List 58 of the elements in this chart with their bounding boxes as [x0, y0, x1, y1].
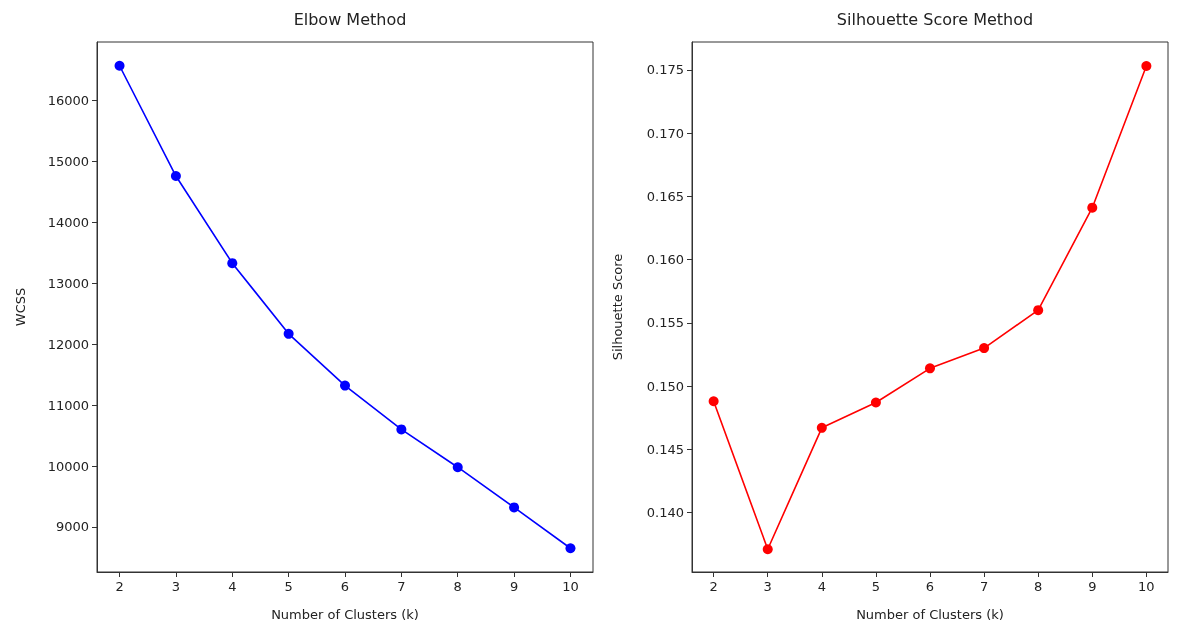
y-tick-label: 0.170: [646, 125, 684, 141]
point: [283, 328, 294, 339]
y-tick-label: 0.175: [646, 62, 684, 78]
x-tick-label: 7: [397, 579, 406, 594]
y-tick-label: 14000: [47, 214, 89, 230]
point: [1033, 305, 1044, 316]
point: [509, 502, 520, 513]
x-tick-label: 2: [115, 579, 124, 594]
y-tick-label: 0.165: [646, 188, 684, 204]
x-tick-label: 6: [925, 579, 935, 594]
x-axis-title: Number of Clusters (k): [271, 607, 419, 622]
point: [340, 380, 350, 391]
point: [396, 424, 407, 435]
point: [708, 396, 719, 407]
x-tick-label: 3: [171, 579, 181, 594]
chart-title: Silhouette Score Method: [836, 9, 1034, 29]
point: [925, 363, 935, 374]
point: [979, 343, 990, 354]
x-tick-label: 10: [562, 579, 579, 594]
y-tick-label: 15000: [47, 153, 89, 169]
point: [762, 544, 773, 555]
point: [452, 462, 463, 473]
x-tick-label: 8: [1034, 579, 1043, 594]
y-tick-label: 0.155: [646, 315, 684, 331]
point: [1087, 202, 1098, 213]
x-tick-label: 5: [284, 579, 293, 594]
x-tick-label: 5: [871, 579, 881, 594]
x-tick-label: 4: [228, 579, 237, 594]
y-tick-label: 0.150: [646, 378, 684, 394]
point: [227, 258, 238, 269]
y-tick-label: 0.160: [646, 252, 684, 268]
y-tick-label: 16000: [47, 92, 89, 108]
x-tick-label: 8: [453, 579, 462, 594]
point: [114, 60, 125, 71]
point: [565, 543, 576, 554]
x-tick-label: 9: [1088, 579, 1097, 594]
y-tick-label: 0.145: [646, 441, 684, 457]
y-tick-label: 13000: [47, 275, 89, 291]
point: [170, 171, 181, 182]
x-axis-title: Number of Clusters (k): [856, 607, 1004, 622]
y-tick-label: 11000: [47, 397, 89, 413]
x-tick-label: 10: [1138, 579, 1155, 594]
x-tick-label: 3: [763, 579, 772, 594]
point: [870, 397, 881, 408]
x-tick-label: 7: [979, 579, 989, 594]
x-tick-label: 2: [709, 579, 718, 594]
point: [1141, 61, 1152, 72]
x-tick-label: 9: [509, 579, 519, 594]
y-tick-label: 10000: [47, 458, 89, 474]
y-tick-label: 12000: [47, 336, 89, 352]
y-tick-label: 0.140: [646, 505, 684, 521]
y-axis-title: WCSS: [13, 287, 28, 327]
y-axis-title: Silhouette Score: [610, 253, 625, 361]
x-tick-label: 4: [817, 579, 826, 594]
x-tick-label: 6: [340, 579, 350, 594]
y-tick-label: 9000: [55, 519, 89, 535]
chart-title: Elbow Method: [293, 9, 407, 29]
point: [816, 422, 827, 433]
